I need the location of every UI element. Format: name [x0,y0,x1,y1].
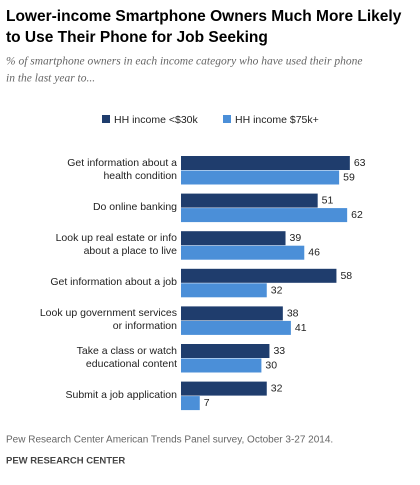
value-label: 38 [287,307,299,319]
bar [181,156,350,170]
bar [181,358,262,373]
subtitle: in the last year to... [6,73,95,85]
value-label: 51 [322,195,334,207]
chart-title: to Use Their Phone for Job Seeking [6,29,268,46]
note: PEW RESEARCH CENTER [6,456,125,467]
value-label: 7 [204,397,210,409]
value-label: 41 [295,322,307,334]
bar [181,193,318,208]
legend-swatch [223,115,231,123]
category-label: about a place to live [84,245,178,257]
bar [181,170,340,185]
category-label: Do online banking [93,201,177,213]
legend-label: HH income $75k+ [235,114,319,126]
value-label: 46 [308,247,320,259]
category-label: Look up real estate or info [56,232,178,244]
bar [181,381,267,396]
legend-swatch [102,115,110,123]
category-label: health condition [103,170,177,182]
category-label: Look up government services [40,307,177,319]
value-label: 33 [273,345,285,357]
value-label: 30 [265,360,277,372]
bar [181,320,291,335]
value-label: 32 [271,383,283,395]
bar [181,268,337,283]
value-label: 39 [290,232,302,244]
value-label: 63 [354,157,366,169]
value-label: 58 [340,270,352,282]
category-label: Get information about a [67,157,177,169]
category-label: educational content [86,358,177,370]
category-label: Submit a job application [66,389,178,401]
bar [181,283,267,298]
bar [181,245,305,260]
bar [181,306,283,321]
bar [181,344,270,358]
category-label: Get information about a job [50,276,177,288]
category-label: or information [113,320,177,332]
value-label: 59 [343,172,355,184]
value-label: 62 [351,209,363,221]
subtitle: % of smartphone owners in each income ca… [6,56,362,68]
legend-label: HH income <$30k [114,114,198,126]
bar [181,231,286,246]
value-label: 32 [271,284,283,296]
category-label: Take a class or watch [77,345,178,357]
chart-title: Lower-income Smartphone Owners Much More… [6,8,402,25]
bar [181,396,200,411]
bar [181,208,348,223]
source: Pew Research Center American Trends Pane… [6,435,333,446]
